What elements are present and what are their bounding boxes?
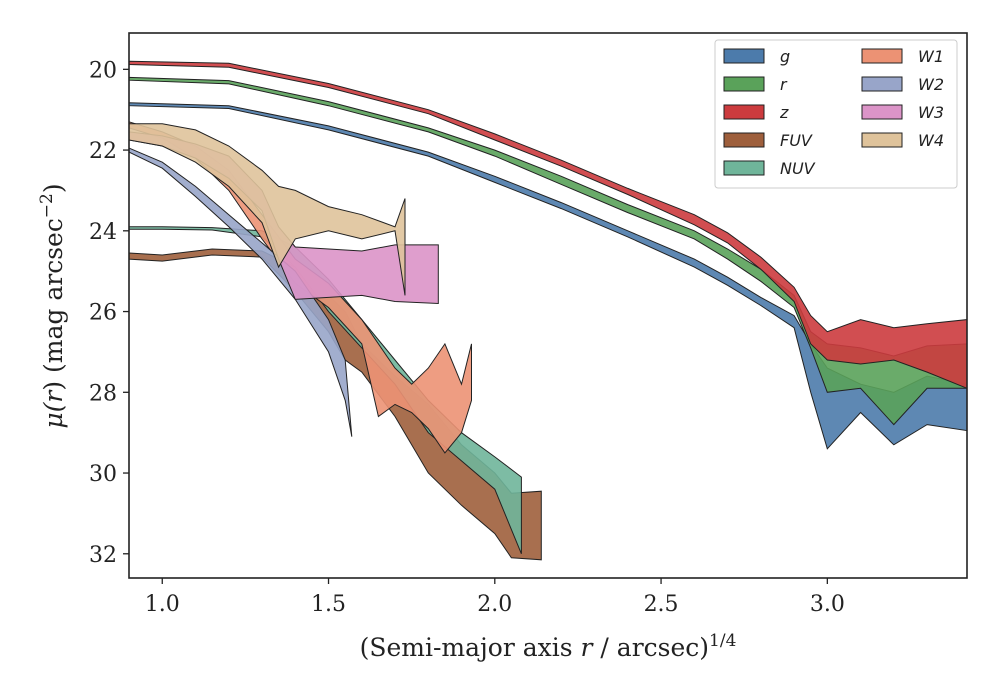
- y-tick-label: 30: [89, 462, 117, 487]
- legend-swatch: [861, 132, 903, 148]
- legend-label: FUV: [780, 131, 813, 150]
- legend: grz FUV NUV W1 W2 W3 W4: [714, 39, 958, 189]
- y-tick-label: 26: [89, 301, 117, 326]
- legend-swatch: [723, 104, 765, 120]
- legend-item-fuv: FUV: [723, 131, 813, 150]
- x-tick-label: 1.0: [145, 592, 180, 617]
- y-tick-label: 32: [89, 543, 117, 568]
- legend-swatch: [861, 48, 903, 64]
- legend-item-z: z: [723, 103, 789, 122]
- legend-item-w4: W4: [861, 131, 944, 150]
- legend-item-nuv: NUV: [723, 159, 816, 178]
- legend-item-w2: W2: [861, 75, 944, 94]
- x-tick-label: 3.0: [810, 592, 845, 617]
- legend-swatch: [861, 76, 903, 92]
- x-tick-label: 1.5: [311, 592, 346, 617]
- y-axis-label: μ(r) (mag arcsec−2): [37, 183, 68, 428]
- legend-label: W2: [918, 75, 944, 94]
- x-axis-ticks: 1.0 1.5 2.0 2.5 3.0: [145, 578, 845, 617]
- y-axis-ticks: 20 22 24 26 28 30 32: [89, 58, 129, 568]
- legend-swatch: [723, 48, 765, 64]
- x-axis-label: (Semi-major axis r / arcsec)1/4: [360, 631, 737, 662]
- legend-swatch: [723, 132, 765, 148]
- legend-item-w3: W3: [861, 103, 944, 122]
- plot-frame: [128, 32, 968, 579]
- legend-item-w1: W1: [861, 47, 944, 66]
- legend-label: W1: [918, 47, 944, 66]
- y-tick-label: 24: [89, 220, 117, 245]
- legend-label: z: [779, 103, 789, 122]
- legend-items: grz FUV NUV W1 W2 W3 W4: [723, 47, 944, 178]
- legend-label: W4: [918, 131, 944, 150]
- y-tick-label: 20: [89, 58, 117, 83]
- legend-swatch: [723, 160, 765, 176]
- legend-swatch: [723, 76, 765, 92]
- y-tick-label: 22: [89, 139, 117, 164]
- x-tick-label: 2.0: [477, 592, 512, 617]
- band-w4: [128, 123, 406, 296]
- legend-label: NUV: [780, 159, 816, 178]
- legend-item-g: g: [723, 47, 790, 66]
- legend-item-r: r: [723, 75, 788, 94]
- legend-label: r: [780, 75, 788, 94]
- legend-swatch: [861, 104, 903, 120]
- legend-label: g: [780, 47, 790, 66]
- legend-label: W3: [918, 103, 944, 122]
- x-tick-label: 2.5: [644, 592, 679, 617]
- profile-bands: [128, 60, 968, 561]
- y-tick-label: 28: [89, 381, 117, 406]
